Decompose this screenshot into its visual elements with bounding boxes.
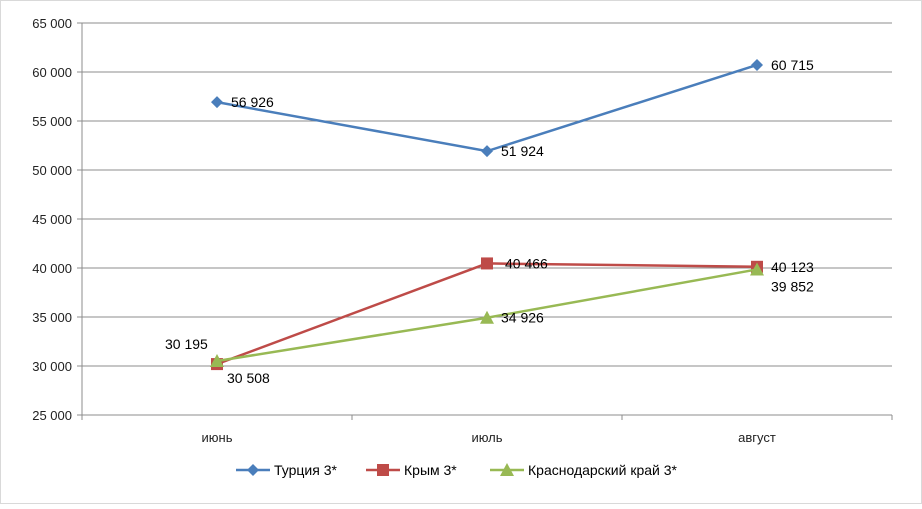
y-tick-label: 25 000 xyxy=(32,408,72,423)
data-point-marker xyxy=(211,96,223,109)
legend-label: Краснодарский край 3* xyxy=(528,462,678,478)
series-layer xyxy=(210,58,764,371)
data-point-marker xyxy=(480,310,494,324)
axes: 25 000 30 000 35 000 40 000 45 000 50 000 55 0… xyxy=(32,16,893,445)
y-tick-label: 50 000 xyxy=(32,163,72,178)
y-tick-label: 55 000 xyxy=(32,114,72,129)
series-3 xyxy=(210,262,764,368)
data-label: 30 508 xyxy=(227,370,270,386)
data-label: 34 926 xyxy=(501,310,544,326)
y-tick-label: 60 000 xyxy=(32,65,72,80)
x-tick-label: август xyxy=(738,430,776,445)
y-tick-label: 30 000 xyxy=(32,359,72,374)
data-point-marker xyxy=(210,354,224,368)
legend-item: Краснодарский край 3* xyxy=(490,462,678,478)
data-label: 40 123 xyxy=(771,259,814,275)
legend-marker xyxy=(247,464,259,476)
data-point-marker xyxy=(481,145,493,158)
data-point-marker xyxy=(481,257,493,270)
legend-marker xyxy=(377,464,389,476)
data-point-marker xyxy=(751,58,763,71)
legend-item: Крым 3* xyxy=(366,462,457,478)
y-tick-label: 45 000 xyxy=(32,212,72,227)
data-point-marker xyxy=(750,262,764,276)
data-label: 56 926 xyxy=(231,94,274,110)
data-label: 40 466 xyxy=(505,255,548,271)
data-label: 39 852 xyxy=(771,278,814,294)
y-tick-label: 35 000 xyxy=(32,310,72,325)
legend-marker xyxy=(500,463,514,476)
x-tick-label: июнь xyxy=(202,430,233,445)
data-label: 51 924 xyxy=(501,143,544,159)
legend-label: Турция 3* xyxy=(274,462,337,478)
data-labels: 56 926 51 924 60 715 30 195 40 466 40 123 30 5… xyxy=(165,57,814,386)
legend: Турция 3* Крым 3* Краснодарский край 3* xyxy=(236,462,678,478)
y-tick-label: 40 000 xyxy=(32,261,72,276)
legend-label: Крым 3* xyxy=(404,462,457,478)
x-tick-label: июль xyxy=(471,430,502,445)
data-label: 30 195 xyxy=(165,336,208,352)
y-tick-label: 65 000 xyxy=(32,16,72,31)
data-label: 60 715 xyxy=(771,57,814,73)
legend-item: Турция 3* xyxy=(236,462,337,478)
series-1 xyxy=(211,58,763,158)
